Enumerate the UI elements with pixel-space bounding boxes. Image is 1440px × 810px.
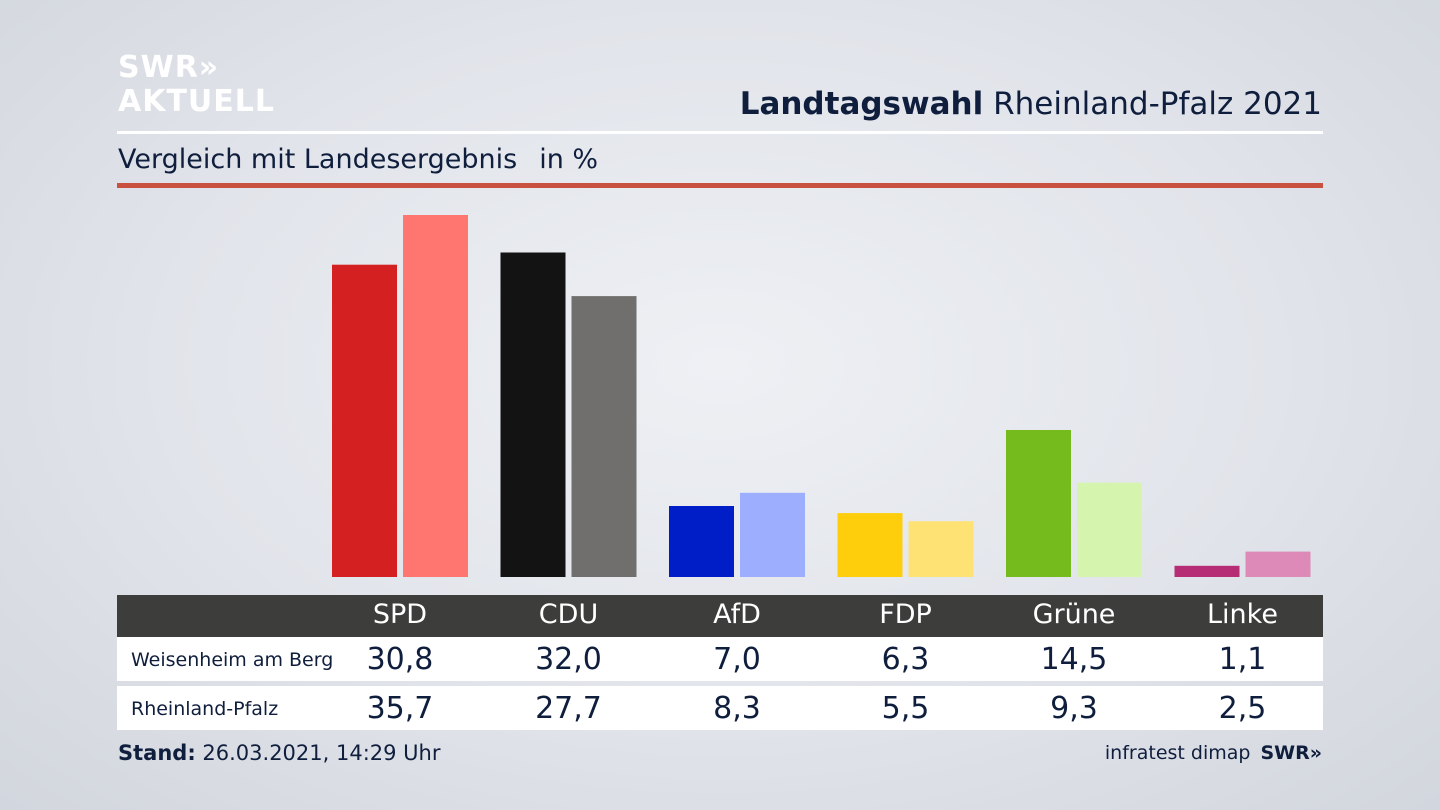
value-cdu-rheinland-pfalz: 27,7 — [535, 691, 602, 726]
category-label-spd: SPD — [372, 599, 428, 630]
value-gr-ne-weisenheim: 14,5 — [1040, 642, 1108, 677]
swr-aktuell-logo: SWR» AKTUELL — [118, 53, 275, 117]
category-label-cdu: CDU — [538, 599, 599, 630]
category-label-afd: AfD — [713, 599, 761, 630]
title-rest: Rheinland-Pfalz 2021 — [983, 86, 1322, 122]
value-cdu-weisenheim: 32,0 — [535, 642, 602, 677]
bar-cdu-rheinland-pfalz — [571, 296, 637, 577]
chart-subtitle: Vergleich mit Landesergebnis in % — [118, 144, 598, 175]
page-title: Landtagswahl Rheinland-Pfalz 2021 — [740, 86, 1322, 122]
bar-gr-ne-weisenheim — [1006, 430, 1071, 577]
bar-afd-rheinland-pfalz — [740, 492, 805, 577]
timestamp: Stand: 26.03.2021, 14:29 Uhr — [118, 741, 441, 765]
stand-value: 26.03.2021, 14:29 Uhr — [195, 741, 441, 765]
bar-linke-weisenheim — [1174, 565, 1240, 577]
bar-spd-rheinland-pfalz — [403, 215, 468, 577]
value-fdp-weisenheim: 6,3 — [881, 642, 930, 677]
category-label-gr-ne: Grüne — [1032, 599, 1116, 630]
category-label-linke: Linke — [1207, 599, 1278, 630]
title-divider — [117, 131, 1323, 134]
stand-label: Stand: — [118, 741, 196, 765]
bar-gr-ne-rheinland-pfalz — [1077, 482, 1142, 577]
value-afd-rheinland-pfalz: 8,3 — [713, 691, 761, 726]
category-label-fdp: FDP — [879, 599, 932, 630]
bar-spd-weisenheim — [332, 264, 397, 577]
bar-cdu-weisenheim — [500, 252, 566, 577]
value-linke-weisenheim: 1,1 — [1218, 642, 1267, 677]
value-spd-weisenheim: 30,8 — [366, 642, 434, 677]
row-label: Rheinland-Pfalz — [131, 698, 279, 720]
source-text: infratest dimap — [1104, 742, 1251, 764]
bar-fdp-weisenheim — [837, 513, 903, 577]
bar-afd-weisenheim — [669, 506, 734, 577]
table-row: Rheinland-Pfalz 35,7 27,7 8,3 5,5 9,3 2,5 — [117, 686, 1323, 730]
subtitle-unit: in % — [539, 144, 599, 175]
row-label: Weisenheim am Berg — [131, 649, 334, 671]
value-spd-rheinland-pfalz: 35,7 — [366, 691, 434, 726]
subtitle-divider — [117, 183, 1323, 188]
table-row: Weisenheim am Berg 30,8 32,0 7,0 6,3 14,5 1,1 — [117, 637, 1323, 681]
results-table: SPD CDU AfD FDP Grüne Linke Weisenheim am Ber… — [117, 595, 1323, 730]
swr-footer-logo: SWR» — [1260, 742, 1322, 764]
value-gr-ne-rheinland-pfalz: 9,3 — [1050, 691, 1098, 726]
value-fdp-rheinland-pfalz: 5,5 — [881, 691, 930, 726]
value-linke-rheinland-pfalz: 2,5 — [1218, 691, 1267, 726]
title-bold: Landtagswahl — [739, 86, 984, 122]
source-credit: infratest dimap SWR» — [1105, 742, 1322, 764]
logo-line-2: AKTUELL — [118, 84, 276, 119]
subtitle-text: Vergleich mit Landesergebnis — [118, 144, 518, 175]
bar-fdp-rheinland-pfalz — [908, 521, 974, 577]
bar-linke-rheinland-pfalz — [1245, 551, 1311, 577]
value-afd-weisenheim: 7,0 — [713, 642, 761, 677]
logo-line-1: SWR» — [118, 50, 220, 85]
party-header-row: SPD CDU AfD FDP Grüne Linke — [117, 595, 1323, 637]
